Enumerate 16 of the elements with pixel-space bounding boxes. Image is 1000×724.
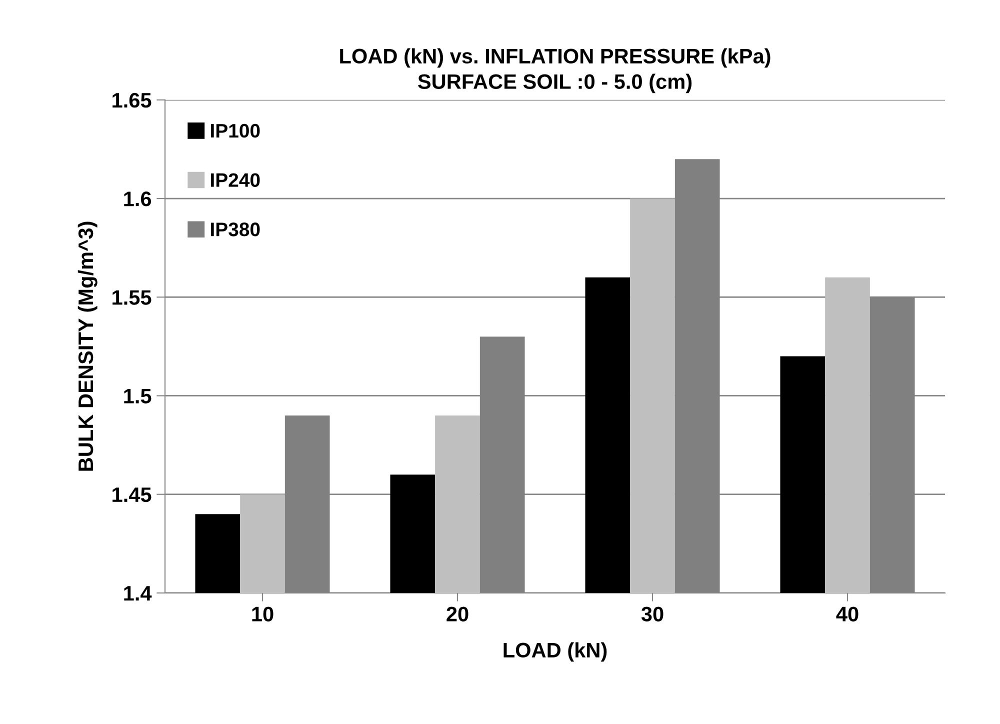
y-tick-label: 1.6	[124, 192, 152, 206]
y-tick-label: 1.55	[112, 290, 152, 305]
y-axis-title: BULK DENSITY (Mg/m^3)	[78, 222, 98, 471]
x-tick-label: 30	[641, 606, 664, 622]
y-tick-label: 1.5	[124, 388, 152, 404]
x-axis-title: LOAD (kN)	[504, 642, 607, 662]
chart-title: LOAD (kN) vs. INFLATION PRESSURE (kPa) SURFACE SOIL :0 - 5.0 (cm)	[340, 48, 770, 94]
y-tick-label: 1.4	[124, 586, 152, 601]
y-tick-label: 1.65	[112, 92, 152, 108]
x-tick-label: 10	[252, 606, 274, 622]
legend-label: IP100	[211, 124, 260, 138]
y-tick-label: 1.45	[112, 488, 152, 502]
x-tick-label: 20	[446, 606, 468, 622]
x-tick-label: 40	[836, 606, 858, 622]
legend-label: IP380	[211, 222, 260, 236]
legend-label: IP240	[211, 173, 260, 187]
